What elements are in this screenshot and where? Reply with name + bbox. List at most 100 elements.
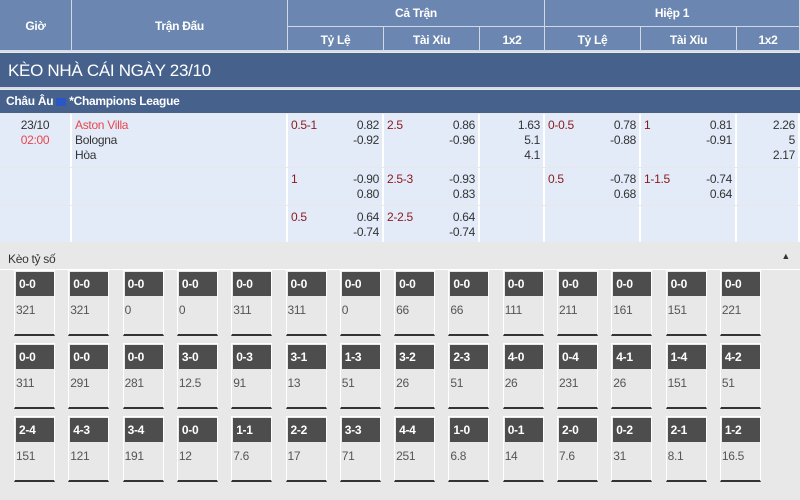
score-odds-cell[interactable]: 0-0 311 (14, 343, 55, 409)
score-odds-value: 71 (341, 449, 355, 463)
score-odds-value: 321 (16, 303, 36, 317)
score-odds-cell[interactable]: 0-0 311 (285, 270, 327, 336)
odds-value[interactable]: -0.96 (449, 133, 475, 147)
odds-value[interactable]: 0.64 (452, 210, 475, 224)
score-odds-value: 221 (721, 303, 742, 317)
score-odds-cell[interactable]: 0-0 281 (122, 343, 164, 409)
match-odds-row: 0.5 0.64 -0.74 2-2.5 0.64 -0.74 (0, 206, 800, 242)
score-odds-value: 51 (450, 376, 464, 390)
score-odds-cell[interactable]: 0-0 66 (448, 270, 490, 336)
score-odds-value: 26 (504, 376, 518, 390)
score-odds-cell[interactable]: 0-1 14 (502, 416, 544, 482)
score-odds-cell[interactable]: 2-4 151 (14, 416, 55, 482)
score-odds-value: 26 (613, 376, 627, 390)
odds-value[interactable]: 2.26 (772, 118, 795, 132)
score-odds-value: 151 (667, 303, 687, 317)
table-header: Giờ Trận Đấu Cả Trận Hiệp 1 Tỷ Lệ Tài Xỉ… (0, 0, 800, 52)
score-label: 0-0 (70, 345, 109, 369)
score-odds-cell[interactable]: 0-0 151 (665, 270, 707, 336)
score-odds-cell[interactable]: 0-0 161 (611, 270, 653, 336)
score-odds-cell[interactable]: 1-1 7.6 (231, 416, 273, 482)
score-odds-cell[interactable]: 1-3 51 (339, 343, 381, 409)
score-odds-value: 321 (70, 303, 90, 317)
score-odds-cell[interactable]: 3-1 13 (285, 343, 327, 409)
score-odds-cell[interactable]: 0-0 0 (122, 270, 164, 336)
header-h1-handicap: Tỷ Lệ (545, 26, 641, 52)
score-odds-cell[interactable]: 0-2 31 (611, 416, 653, 482)
score-odds-value: 26 (396, 376, 409, 390)
odds-value[interactable]: -0.74 (449, 225, 475, 239)
score-odds-cell[interactable]: 0-0 111 (502, 270, 544, 336)
score-odds-cell[interactable]: 4-3 121 (68, 416, 110, 482)
odds-value[interactable]: 5.1 (524, 133, 540, 147)
score-odds-cell[interactable]: 3-2 26 (394, 343, 436, 409)
odds-value[interactable]: 1.63 (517, 118, 540, 132)
score-odds-cell[interactable]: 0-0 291 (68, 343, 110, 409)
header-ft-over-under: Tài Xỉu (384, 26, 480, 52)
date-title: KÈO NHÀ CÁI NGÀY 23/10 (0, 53, 800, 89)
score-odds-cell[interactable]: 4-2 51 (719, 343, 761, 409)
odds-value[interactable]: -0.88 (610, 133, 636, 147)
score-odds-value: 12 (178, 449, 192, 463)
score-odds-cell[interactable]: 1-4 151 (665, 343, 707, 409)
score-odds-cell[interactable]: 0-0 0 (176, 270, 218, 336)
odds-value[interactable]: 0.64 (709, 187, 732, 201)
score-odds-value: 13 (287, 376, 301, 390)
score-odds-cell[interactable]: 3-3 71 (339, 416, 381, 482)
odds-value[interactable]: 0.86 (452, 118, 475, 132)
score-odds-cell[interactable]: 0-0 66 (394, 270, 436, 336)
score-odds-cell[interactable]: 2-1 8.1 (665, 416, 707, 482)
odds-value[interactable]: -0.74 (706, 172, 732, 186)
odds-value[interactable]: 0.78 (613, 118, 636, 132)
odds-value[interactable]: 0.64 (356, 210, 379, 224)
score-odds-value: 291 (70, 376, 90, 390)
score-odds-title: Kèo tỷ số (8, 252, 56, 266)
odds-value[interactable]: -0.74 (353, 225, 379, 239)
score-odds-cell[interactable]: 3-4 191 (122, 416, 164, 482)
odds-value[interactable]: -0.78 (610, 172, 636, 186)
ft-over-under-line: 2-2.5 (387, 210, 413, 224)
league-row[interactable]: Châu Âu *Champions League (0, 90, 800, 113)
score-odds-value: 7.6 (559, 449, 575, 463)
odds-value[interactable]: 0.82 (356, 118, 379, 132)
odds-value[interactable]: -0.92 (353, 133, 379, 147)
odds-value[interactable]: 0.83 (452, 187, 475, 201)
score-label: 4-1 (613, 345, 652, 369)
score-odds-cell[interactable]: 3-0 12.5 (176, 343, 218, 409)
score-odds-cell[interactable]: 0-0 321 (14, 270, 55, 336)
score-odds-cell[interactable]: 0-0 321 (68, 270, 110, 336)
score-odds-cell[interactable]: 1-2 16.5 (719, 416, 761, 482)
odds-value[interactable]: 2.17 (772, 148, 795, 162)
score-odds-cell[interactable]: 0-3 91 (231, 343, 273, 409)
score-odds-cell[interactable]: 4-0 26 (502, 343, 544, 409)
odds-value[interactable]: 5 (788, 133, 796, 147)
score-odds-value: 0 (124, 303, 132, 317)
score-label: 2-0 (559, 418, 597, 442)
score-odds-cell[interactable]: 4-4 251 (394, 416, 436, 482)
odds-value[interactable]: 0.81 (709, 118, 732, 132)
score-odds-cell[interactable]: 1-0 6.8 (448, 416, 490, 482)
score-label: 1-1 (233, 418, 272, 442)
score-odds-cell[interactable]: 0-4 231 (557, 343, 598, 409)
score-odds-cell[interactable]: 2-3 51 (448, 343, 490, 409)
score-odds-cell[interactable]: 2-2 17 (285, 416, 327, 482)
odds-value[interactable]: 0.80 (356, 187, 379, 201)
odds-value[interactable]: -0.91 (706, 133, 732, 147)
score-odds-cell[interactable]: 0-0 221 (719, 270, 761, 336)
score-odds-cell[interactable]: 0-0 311 (231, 270, 273, 336)
score-odds-value: 51 (721, 376, 735, 390)
collapse-arrow-icon[interactable]: ▲ (781, 251, 790, 261)
score-odds-value: 111 (504, 303, 523, 317)
score-odds-cell[interactable]: 4-1 26 (611, 343, 653, 409)
score-odds-cell[interactable]: 0-0 0 (339, 270, 381, 336)
odds-value[interactable]: -0.90 (353, 172, 379, 186)
odds-value[interactable]: -0.93 (449, 172, 475, 186)
odds-value[interactable]: 4.1 (524, 148, 540, 162)
score-odds-cell[interactable]: 0-0 211 (557, 270, 598, 336)
score-odds-value: 6.8 (450, 449, 467, 463)
score-odds-value: 0 (341, 303, 349, 317)
score-odds-cell[interactable]: 0-0 12 (176, 416, 218, 482)
score-label: 0-1 (504, 418, 543, 442)
odds-value[interactable]: 0.68 (613, 187, 636, 201)
score-odds-cell[interactable]: 2-0 7.6 (557, 416, 598, 482)
